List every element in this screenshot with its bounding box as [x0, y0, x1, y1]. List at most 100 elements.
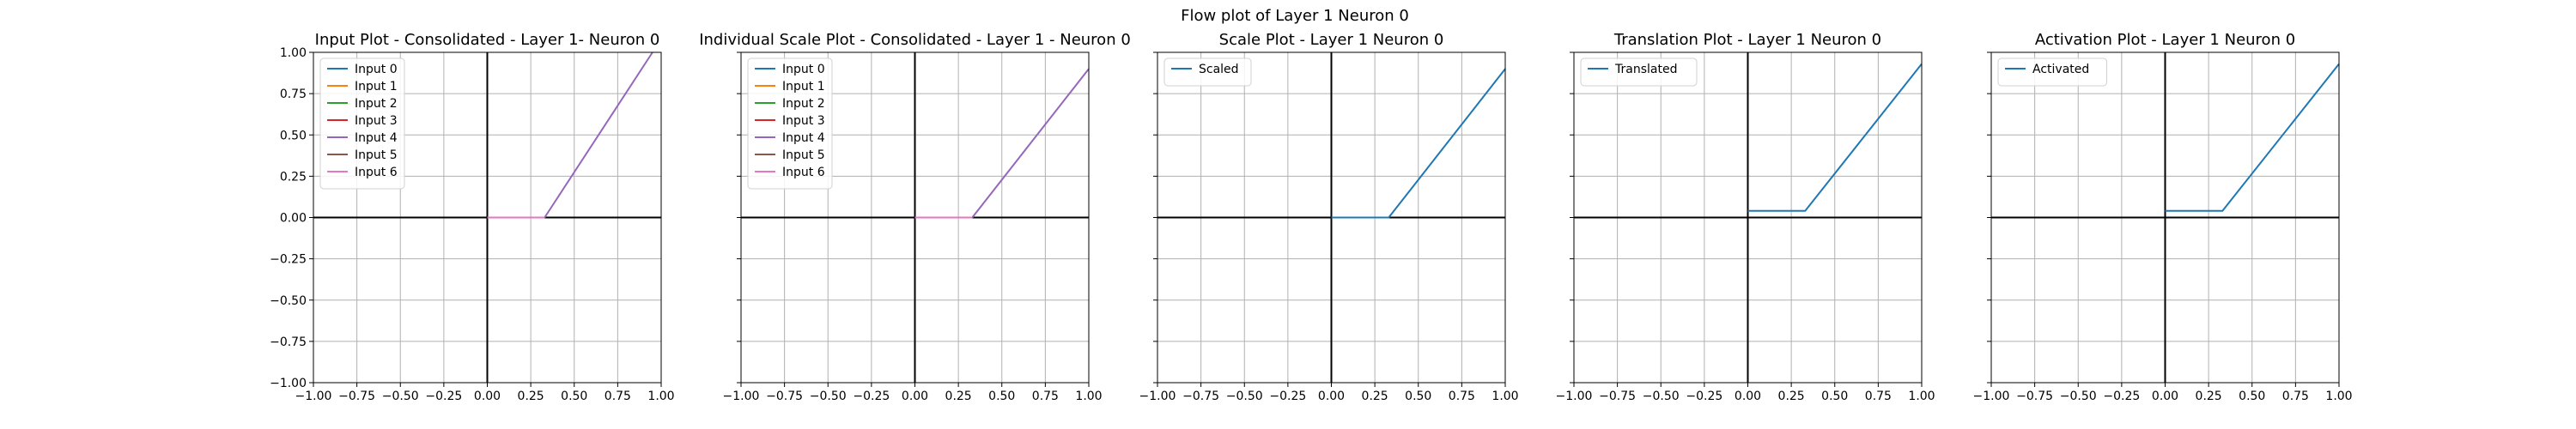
- y-tick-label: 0.25: [280, 170, 307, 184]
- figure-suptitle: Flow plot of Layer 1 Neuron 0: [1181, 7, 1409, 25]
- x-tick-label: −1.00: [723, 390, 760, 403]
- x-tick-label: −0.25: [1269, 390, 1306, 403]
- subplot-5: Activation Plot - Layer 1 Neuron 0−1.00−…: [1973, 31, 2353, 403]
- subplot-1: Input Plot - Consolidated - Layer 1- Neu…: [270, 31, 674, 403]
- plot-frame: [313, 51, 662, 384]
- subplot-title: Scale Plot - Layer 1 Neuron 0: [1219, 31, 1444, 49]
- y-tick-label: 0.50: [280, 129, 307, 142]
- x-tick-label: 0.25: [518, 390, 544, 403]
- x-tick-label: 0.50: [1405, 390, 1431, 403]
- x-tick-label: −0.75: [1182, 390, 1219, 403]
- x-tick-label: −0.50: [810, 390, 847, 403]
- x-tick-label: 0.25: [1778, 390, 1805, 403]
- legend-box: [1997, 57, 2107, 87]
- y-tick-label: −0.50: [270, 294, 307, 308]
- x-tick-label: −0.25: [1686, 390, 1722, 403]
- y-tick-label: −0.25: [270, 253, 307, 267]
- x-tick-label: 0.25: [1362, 390, 1388, 403]
- legend-box: [747, 57, 833, 190]
- x-tick-label: −0.75: [2016, 390, 2053, 403]
- legend-entry-label: Input 0: [782, 63, 825, 76]
- legend: Translated: [1580, 57, 1698, 87]
- legend-entry-label: Input 6: [355, 166, 398, 179]
- x-tick-label: −0.50: [1226, 390, 1263, 403]
- x-tick-label: −0.75: [766, 390, 803, 403]
- legend-entry-label: Activated: [2032, 63, 2089, 76]
- y-tick-label: 0.00: [280, 212, 307, 226]
- x-tick-label: −0.50: [1643, 390, 1680, 403]
- legend: Activated: [1997, 57, 2107, 87]
- y-tick-label: −0.75: [270, 335, 307, 349]
- x-tick-label: 1.00: [2325, 390, 2352, 403]
- legend-entry-label: Input 3: [782, 114, 825, 128]
- x-tick-label: −1.00: [1973, 390, 2010, 403]
- y-tick-label: 1.00: [280, 46, 307, 60]
- x-tick-label: 0.25: [2196, 390, 2222, 403]
- subplot-4: Translation Plot - Layer 1 Neuron 0 −1.00…: [1556, 31, 1935, 403]
- x-tick-label: 0.00: [902, 390, 928, 403]
- x-tick-label: −1.00: [295, 390, 332, 403]
- legend-entry-label: Input 2: [782, 97, 825, 111]
- x-tick-label: −0.25: [2103, 390, 2140, 403]
- x-tick-label: 0.50: [561, 390, 587, 403]
- legend: Input 0 Input 1 Input 2 Input 3 Input 4 Input…: [747, 57, 833, 190]
- x-tick-label: 1.00: [1908, 390, 1935, 403]
- plot-frame: [740, 51, 1090, 384]
- x-tick-label: 0.00: [1735, 390, 1761, 403]
- legend-box: [1163, 57, 1252, 87]
- legend-entry-label: Input 5: [782, 148, 825, 162]
- legend-entry-label: Input 2: [355, 97, 398, 111]
- x-tick-label: 0.75: [1449, 390, 1475, 403]
- x-tick-label: 1.00: [647, 390, 674, 403]
- subplot-panels: Input Plot - Consolidated - Layer 1- Neu…: [270, 31, 2352, 403]
- x-tick-label: 0.75: [605, 390, 631, 403]
- x-tick-label: −1.00: [1139, 390, 1176, 403]
- plot-frame: [1573, 51, 1923, 384]
- x-tick-label: 1.00: [1492, 390, 1518, 403]
- legend-entry-label: Input 3: [355, 114, 398, 128]
- legend-entry-label: Scaled: [1199, 63, 1239, 76]
- x-tick-label: 0.00: [474, 390, 501, 403]
- subplot-title: Individual Scale Plot - Consolidated - L…: [699, 31, 1131, 49]
- x-tick-label: 0.00: [1318, 390, 1345, 403]
- x-tick-label: 0.50: [1821, 390, 1848, 403]
- x-tick-label: 0.75: [1865, 390, 1892, 403]
- y-tick-label: −1.00: [270, 377, 307, 390]
- legend-box: [1580, 57, 1698, 87]
- series-line-input-4: [971, 68, 1090, 219]
- legend: Scaled: [1163, 57, 1252, 87]
- legend-entry-label: Input 5: [355, 148, 398, 162]
- legend-entry-label: Translated: [1614, 63, 1677, 76]
- plot-frame: [1157, 51, 1506, 384]
- x-tick-label: −0.75: [338, 390, 375, 403]
- legend-entry-label: Input 0: [355, 63, 398, 76]
- subplot-title: Translation Plot - Layer 1 Neuron 0: [1613, 31, 1881, 49]
- x-tick-label: −0.50: [382, 390, 419, 403]
- x-tick-label: 0.00: [2152, 390, 2178, 403]
- series-line-translated: [1747, 63, 1923, 212]
- series-line-activated: [2165, 63, 2340, 212]
- legend: Input 0 Input 1 Input 2 Input 3 Input 4 Input…: [319, 57, 405, 190]
- legend-entry-label: Input 1: [782, 80, 825, 94]
- subplot-2: Individual Scale Plot - Consolidated - L…: [699, 31, 1131, 403]
- legend-box: [319, 57, 405, 190]
- x-tick-label: −0.50: [2060, 390, 2097, 403]
- x-tick-label: −0.25: [853, 390, 890, 403]
- legend-entry-label: Input 4: [782, 131, 825, 145]
- x-tick-label: 0.75: [1032, 390, 1059, 403]
- x-tick-label: −1.00: [1556, 390, 1593, 403]
- x-tick-label: 0.50: [988, 390, 1015, 403]
- x-tick-label: 0.75: [2282, 390, 2309, 403]
- legend-entry-label: Input 6: [782, 166, 825, 179]
- x-tick-label: 0.50: [2239, 390, 2265, 403]
- subplot-title: Activation Plot - Layer 1 Neuron 0: [2035, 31, 2295, 49]
- x-tick-label: 0.25: [945, 390, 972, 403]
- plot-frame: [1990, 51, 2340, 384]
- subplot-3: Scale Plot - Layer 1 Neuron 0−1.00 −0.75−…: [1139, 31, 1519, 403]
- y-tick-label: 0.75: [280, 88, 307, 101]
- series-line-scaled: [1331, 68, 1506, 219]
- legend-entry-label: Input 4: [355, 131, 398, 145]
- x-tick-label: −0.75: [1599, 390, 1636, 403]
- x-tick-label: 1.00: [1075, 390, 1102, 403]
